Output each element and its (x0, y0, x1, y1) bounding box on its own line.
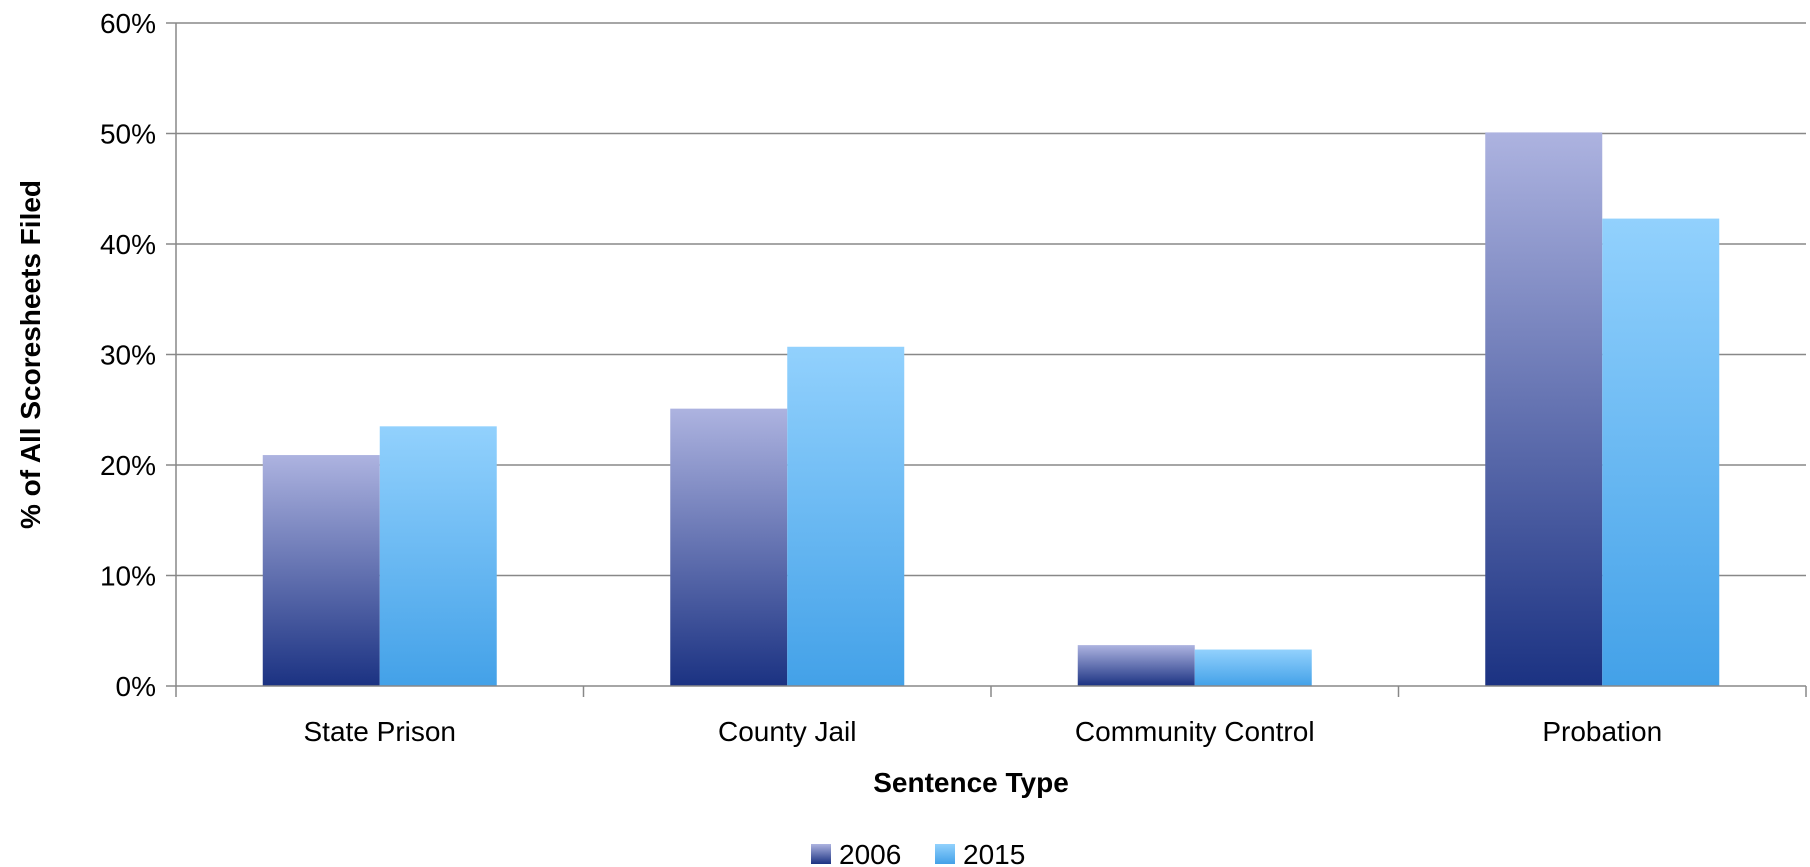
y-tick-label: 40% (100, 229, 156, 260)
x-tick-label: Probation (1542, 716, 1662, 747)
x-tick-label: County Jail (718, 716, 857, 747)
legend: 2006 2015 (811, 839, 1025, 867)
y-tick-label: 30% (100, 340, 156, 371)
legend-swatch-2006 (811, 844, 831, 864)
bar-2015-1 (787, 346, 905, 686)
x-axis-title: Sentence Type (873, 767, 1069, 798)
x-tick-label: Community Control (1075, 716, 1315, 747)
y-tick-label: 20% (100, 450, 156, 481)
bar-2015-2 (1194, 649, 1312, 686)
y-axis-title: % of All Scoresheets Filed (15, 180, 46, 529)
legend-label-2015: 2015 (963, 839, 1025, 867)
legend-swatch-2015 (935, 844, 955, 864)
bar-2015-0 (379, 426, 497, 686)
bar-2006-3 (1485, 132, 1603, 686)
y-tick-label: 50% (100, 119, 156, 150)
y-tick-label: 10% (100, 561, 156, 592)
bar-2006-1 (670, 408, 788, 686)
y-axis-ticks: 0% 10% 20% 30% 40% 50% 60% (100, 8, 156, 702)
x-tick-label: State Prison (303, 716, 456, 747)
bars (262, 132, 1720, 686)
x-axis-tick-labels: State Prison County Jail Community Control… (303, 716, 1662, 747)
y-tick-label: 0% (116, 671, 156, 702)
legend-label-2006: 2006 (839, 839, 901, 867)
x-axis (175, 23, 1807, 697)
bar-2015-3 (1602, 218, 1720, 686)
bar-2006-2 (1077, 645, 1195, 686)
y-tick-label: 60% (100, 8, 156, 39)
bar-2006-0 (262, 455, 380, 686)
